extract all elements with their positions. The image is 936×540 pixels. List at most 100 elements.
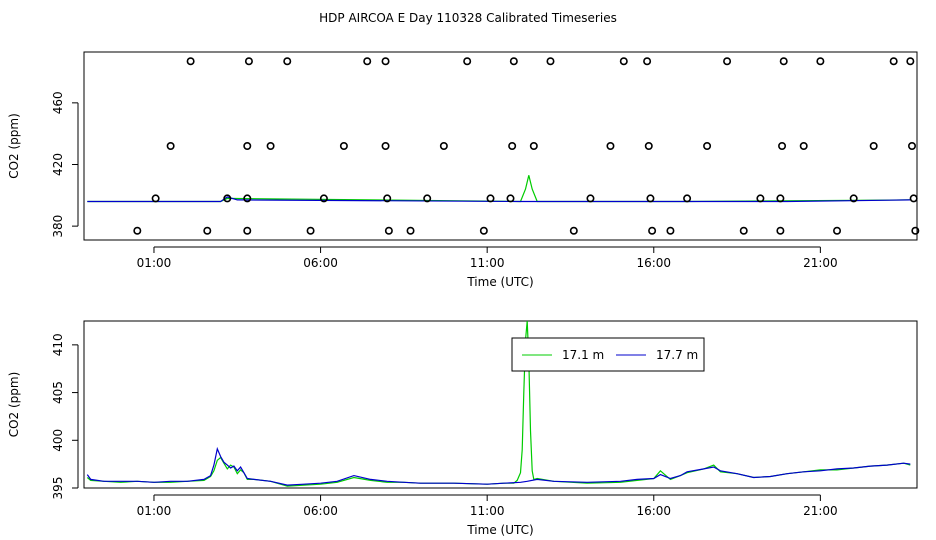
calibration-point [479, 226, 488, 235]
y-tick-label: 400 [51, 429, 65, 452]
bottom-plot-frame [83, 320, 918, 489]
calibration-point [619, 57, 628, 66]
calibration-point [283, 57, 292, 66]
calibration-point [243, 142, 252, 151]
calibration-point [486, 194, 495, 203]
calibration-point [243, 194, 252, 203]
y-tick-label: 410 [51, 333, 65, 356]
calibration-point [911, 226, 920, 235]
calibration-point [439, 142, 448, 151]
bottom-x-axis-label: Time (UTC) [466, 523, 533, 537]
calibration-point [756, 194, 765, 203]
calibration-point [381, 142, 390, 151]
calibration-point [166, 142, 175, 151]
calibration-point [546, 57, 555, 66]
top-plot-frame [83, 51, 918, 241]
calibration-point [508, 142, 517, 151]
top-calibration-points [133, 57, 920, 235]
calibration-point [133, 226, 142, 235]
calibration-point [908, 142, 917, 151]
y-tick-label: 420 [51, 153, 65, 176]
calibration-point [384, 226, 393, 235]
calibration-point [703, 142, 712, 151]
top-panel: 01:00 06:00 11:00 16:00 21:00 380 420 460 Time… [7, 51, 920, 289]
calibration-point [306, 226, 315, 235]
x-tick-label: 06:00 [303, 256, 338, 270]
x-tick-label: 21:00 [803, 504, 838, 518]
top-x-axis: 01:00 06:00 11:00 16:00 21:00 [137, 246, 838, 270]
calibration-point [381, 57, 390, 66]
calibration-point [506, 194, 515, 203]
calibration-point [776, 226, 785, 235]
calibration-point [186, 57, 195, 66]
calibration-point [816, 57, 825, 66]
bottom-x-axis: 01:00 06:00 11:00 16:00 21:00 [137, 494, 838, 518]
x-tick-label: 11:00 [470, 256, 505, 270]
calibration-point [266, 142, 275, 151]
calibration-point [319, 194, 328, 203]
legend: 17.1 m 17.7 m [511, 337, 705, 372]
calibration-point [909, 194, 918, 203]
calibration-point [463, 57, 472, 66]
top-x-axis-label: Time (UTC) [466, 275, 533, 289]
x-tick-label: 16:00 [636, 256, 671, 270]
bottom-series-lines [86, 320, 911, 487]
y-tick-label: 395 [51, 477, 65, 500]
calibration-point [666, 226, 675, 235]
series-line-17-7-m [87, 196, 911, 203]
calibration-point [383, 194, 392, 203]
calibration-point [203, 226, 212, 235]
calibration-point [643, 57, 652, 66]
calibration-point [739, 226, 748, 235]
top-y-axis-label: CO2 (ppm) [7, 113, 21, 179]
calibration-point [644, 142, 653, 151]
calibration-point [339, 142, 348, 151]
legend-label-17-1m: 17.1 m [562, 348, 604, 362]
series-line-17-1-m [86, 320, 911, 487]
calibration-point [423, 194, 432, 203]
calibration-point [779, 57, 788, 66]
calibration-point [648, 226, 657, 235]
bottom-panel: 01:00 06:00 11:00 16:00 21:00 395 400 405 410 T… [7, 320, 918, 537]
x-tick-label: 21:00 [803, 256, 838, 270]
bottom-y-axis: 395 400 405 410 [51, 333, 79, 500]
calibration-point [509, 57, 518, 66]
calibration-point [776, 194, 785, 203]
series-line-17-7-m [86, 446, 911, 486]
x-tick-label: 01:00 [137, 504, 172, 518]
calibration-point [799, 142, 808, 151]
calibration-point [889, 57, 898, 66]
calibration-point [906, 57, 915, 66]
calibration-point [778, 142, 787, 151]
calibration-point [406, 226, 415, 235]
calibration-point [849, 194, 858, 203]
y-tick-label: 460 [51, 91, 65, 114]
calibration-point [606, 142, 615, 151]
calibration-point [646, 194, 655, 203]
x-tick-label: 11:00 [470, 504, 505, 518]
bottom-y-axis-label: CO2 (ppm) [7, 372, 21, 438]
calibration-point [363, 57, 372, 66]
y-tick-label: 380 [51, 215, 65, 238]
calibration-point [223, 194, 232, 203]
x-tick-label: 01:00 [137, 256, 172, 270]
top-y-axis: 380 420 460 [51, 91, 79, 238]
calibration-point [244, 57, 253, 66]
calibration-point [586, 194, 595, 203]
legend-label-17-7m: 17.7 m [656, 348, 698, 362]
x-tick-label: 06:00 [303, 504, 338, 518]
calibration-point [151, 194, 160, 203]
calibration-point [869, 142, 878, 151]
calibration-point [723, 57, 732, 66]
calibration-point [833, 226, 842, 235]
calibration-point [529, 142, 538, 151]
calibration-point [683, 194, 692, 203]
series-line-17-1-m [87, 175, 911, 203]
x-tick-label: 16:00 [636, 504, 671, 518]
chart-title: HDP AIRCOA E Day 110328 Calibrated Times… [319, 11, 617, 25]
calibration-point [569, 226, 578, 235]
calibration-point [243, 226, 252, 235]
y-tick-label: 405 [51, 381, 65, 404]
top-series-lines [87, 175, 911, 203]
